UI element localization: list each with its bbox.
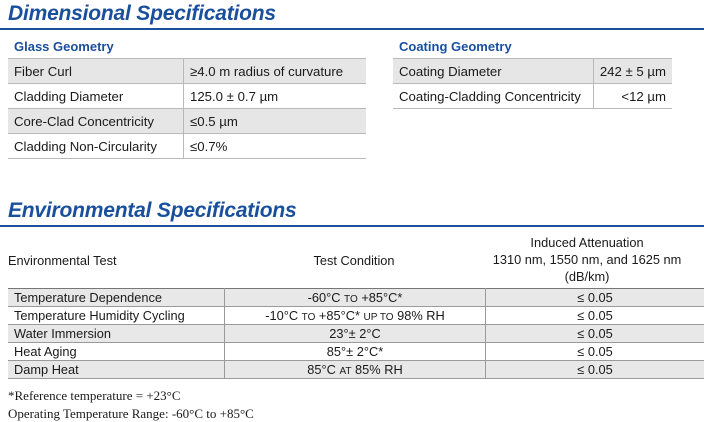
table-row: Cladding Diameter 125.0 ± 0.7 µm (8, 84, 366, 109)
env-header-condition: Test Condition (304, 252, 404, 269)
environmental-table: Temperature Dependence -60°C TO +85°C* ≤… (8, 288, 704, 379)
table-row: Water Immersion 23°± 2°C ≤ 0.05 (8, 325, 704, 343)
coating-row-label: Coating Diameter (393, 59, 593, 84)
glass-row-value: ≥4.0 m radius of curvature (184, 59, 367, 84)
dimensional-title-rule (0, 28, 704, 30)
footnote-operating-range: Operating Temperature Range: -60°C to +8… (8, 405, 254, 422)
table-row: Coating-Cladding Concentricity <12 µm (393, 84, 672, 109)
coating-row-value: 242 ± 5 µm (593, 59, 672, 84)
glass-geometry-table: Glass Geometry Fiber Curl ≥4.0 m radius … (8, 35, 366, 159)
coating-geometry-heading: Coating Geometry (393, 35, 672, 59)
table-row: Temperature Dependence -60°C TO +85°C* ≤… (8, 289, 704, 307)
env-test-name: Water Immersion (8, 325, 225, 343)
env-header-attenuation-line1: Induced Attenuation (470, 234, 704, 251)
table-row: Core-Clad Concentricity ≤0.5 µm (8, 109, 366, 134)
environmental-specs-title: Environmental Specifications (8, 199, 296, 223)
env-header-attenuation-line3: (dB/km) (470, 268, 704, 285)
footnote-reference-temperature: *Reference temperature = +23°C (8, 387, 181, 404)
glass-row-label: Cladding Diameter (8, 84, 184, 109)
glass-row-value: 125.0 ± 0.7 µm (184, 84, 367, 109)
env-attenuation-value: ≤ 0.05 (486, 289, 704, 307)
env-test-name: Temperature Dependence (8, 289, 225, 307)
env-test-condition: -10°C TO +85°C* UP TO 98% RH (225, 307, 486, 325)
env-attenuation-value: ≤ 0.05 (486, 325, 704, 343)
env-header-test: Environmental Test (8, 252, 117, 269)
env-test-condition: 85°± 2°C* (225, 343, 486, 361)
table-row: Heat Aging 85°± 2°C* ≤ 0.05 (8, 343, 704, 361)
glass-row-label: Fiber Curl (8, 59, 184, 84)
coating-geometry-table: Coating Geometry Coating Diameter 242 ± … (393, 35, 672, 109)
glass-geometry-heading: Glass Geometry (8, 35, 366, 59)
table-row: Coating Diameter 242 ± 5 µm (393, 59, 672, 84)
dimensional-specs-title: Dimensional Specifications (8, 2, 276, 26)
table-row: Damp Heat 85°C AT 85% RH ≤ 0.05 (8, 361, 704, 379)
env-attenuation-value: ≤ 0.05 (486, 343, 704, 361)
env-test-condition: 85°C AT 85% RH (225, 361, 486, 379)
glass-row-value: ≤0.5 µm (184, 109, 367, 134)
glass-row-value: ≤0.7% (184, 134, 367, 159)
env-test-condition: -60°C TO +85°C* (225, 289, 486, 307)
env-header-attenuation-line2: 1310 nm, 1550 nm, and 1625 nm (470, 251, 704, 268)
environmental-title-rule (0, 225, 704, 227)
env-attenuation-value: ≤ 0.05 (486, 307, 704, 325)
coating-row-value: <12 µm (593, 84, 672, 109)
coating-row-label: Coating-Cladding Concentricity (393, 84, 593, 109)
env-test-name: Heat Aging (8, 343, 225, 361)
env-test-condition: 23°± 2°C (225, 325, 486, 343)
table-row: Fiber Curl ≥4.0 m radius of curvature (8, 59, 366, 84)
glass-row-label: Core-Clad Concentricity (8, 109, 184, 134)
env-header-attenuation: Induced Attenuation 1310 nm, 1550 nm, an… (470, 234, 704, 285)
table-row: Temperature Humidity Cycling -10°C TO +8… (8, 307, 704, 325)
env-test-name: Temperature Humidity Cycling (8, 307, 225, 325)
env-test-name: Damp Heat (8, 361, 225, 379)
env-attenuation-value: ≤ 0.05 (486, 361, 704, 379)
glass-row-label: Cladding Non-Circularity (8, 134, 184, 159)
table-row: Cladding Non-Circularity ≤0.7% (8, 134, 366, 159)
